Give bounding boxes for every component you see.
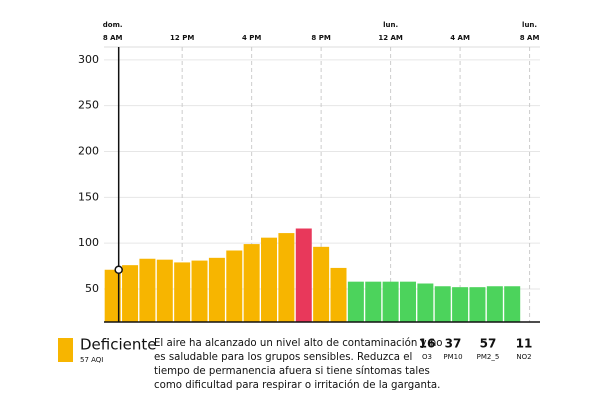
pollutant-name: NO2	[516, 353, 531, 361]
now-marker	[114, 265, 123, 274]
bar	[191, 260, 208, 322]
message-line: El aire ha alcanzado un nivel alto de co…	[154, 337, 443, 349]
x-tick-day: lun.	[522, 21, 537, 29]
x-tick-label: 4 PM	[242, 34, 261, 42]
pollutant-value: 57	[480, 337, 497, 351]
x-tick-label: 8 AM	[103, 34, 123, 42]
x-tick-day: dom.	[103, 21, 123, 29]
message-line: como dificultad para respirar o irritaci…	[154, 379, 440, 391]
bar	[278, 233, 295, 322]
bar	[208, 257, 225, 322]
x-tick-label: 8 PM	[311, 34, 330, 42]
message-line: tiempo de permanencia afuera si tiene sí…	[154, 365, 430, 377]
bar	[122, 265, 139, 322]
message-line: es saludable para los grupos sensibles. …	[154, 352, 412, 363]
bar	[347, 281, 364, 322]
y-tick-label: 100	[78, 236, 99, 249]
pollutant-value: 16	[419, 337, 436, 351]
bar	[434, 286, 451, 322]
bar	[504, 286, 521, 322]
y-tick-label: 300	[78, 53, 99, 66]
pollutant-name: PM10	[443, 353, 462, 361]
bar	[452, 287, 469, 322]
pollutant-value: 37	[445, 337, 462, 351]
bar	[261, 237, 278, 322]
bar	[382, 281, 399, 322]
bar	[313, 246, 330, 322]
bar	[330, 267, 347, 322]
bar	[226, 250, 243, 322]
bar	[295, 228, 312, 322]
x-tick-label: 12 AM	[378, 34, 403, 42]
bar	[243, 244, 260, 322]
category: Deficiente	[80, 336, 157, 354]
y-tick-label: 200	[78, 145, 99, 158]
bar	[156, 259, 173, 322]
bar	[417, 283, 434, 322]
pollutant-name: PM2_5	[477, 353, 500, 361]
bar	[174, 262, 191, 322]
x-tick-label: 4 AM	[450, 34, 470, 42]
x-tick-day: lun.	[383, 21, 398, 29]
bar	[104, 269, 121, 322]
bar	[469, 287, 486, 322]
bar	[365, 281, 382, 322]
category-swatch	[58, 338, 73, 362]
pollutant-name: O3	[422, 353, 432, 361]
bar	[139, 258, 156, 322]
y-tick-label: 50	[85, 282, 99, 295]
aqi: 57 AQI	[80, 356, 103, 364]
pollutant-value: 11	[516, 337, 533, 351]
y-tick-label: 250	[78, 99, 99, 112]
bar	[486, 286, 503, 322]
bar	[399, 281, 416, 322]
y-tick-label: 150	[78, 190, 99, 203]
x-tick-label: 12 PM	[170, 34, 194, 42]
x-tick-label: 8 AM	[520, 34, 540, 42]
